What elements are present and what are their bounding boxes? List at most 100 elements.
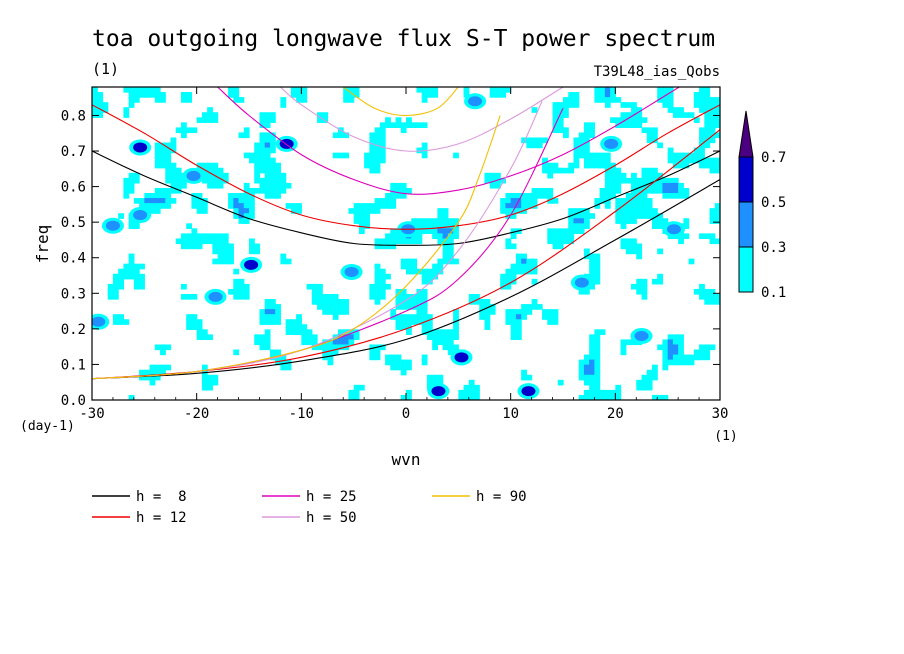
field-cell: [568, 167, 575, 174]
field-cell: [123, 87, 130, 93]
field-cell: [112, 319, 119, 325]
field-cell: [542, 314, 548, 320]
field-cell: [542, 193, 548, 199]
field-cell: [453, 319, 459, 325]
field-cell: [264, 172, 271, 179]
y-tick-label: 0.5: [61, 215, 86, 231]
field-cell: [390, 182, 397, 189]
field-cell: [212, 112, 219, 118]
x-axis-unit: (1): [714, 429, 737, 444]
field-cell: [636, 112, 643, 118]
field-cell: [583, 288, 590, 295]
field-cell: [400, 127, 407, 134]
field-cell: [547, 162, 554, 169]
field-cell: [589, 339, 595, 346]
field-cell: [662, 339, 669, 346]
field-cell: [238, 278, 245, 285]
field-cell: [327, 339, 334, 346]
field-cell: [620, 349, 627, 356]
field-peak: [468, 96, 483, 107]
field-cell: [636, 278, 643, 285]
field-cell: [421, 97, 428, 103]
field-cell: [416, 319, 423, 325]
field-cell: [589, 258, 595, 265]
field-cell: [123, 193, 130, 199]
field-cell: [641, 177, 648, 184]
field-cell: [160, 157, 166, 164]
field-cell: [667, 147, 674, 154]
field-cell: [521, 258, 527, 265]
field-cell: [620, 243, 627, 250]
field-cell: [594, 198, 601, 204]
field-cell: [196, 233, 203, 240]
field-cell: [709, 288, 716, 295]
field-cell: [233, 213, 240, 219]
field-cell: [196, 243, 203, 250]
field-cell: [406, 293, 412, 300]
field-cell: [552, 127, 559, 134]
field-cell: [118, 283, 124, 290]
run-label: T39L48_ias_Qobs: [594, 64, 720, 80]
field-cell: [573, 228, 580, 234]
field-cell: [583, 218, 590, 224]
field-cell: [704, 112, 711, 118]
field-cell: [411, 314, 418, 320]
field-cell: [442, 329, 449, 335]
field-cell: [437, 223, 444, 229]
field-cell: [128, 102, 135, 108]
legend: h = 8h = 12h = 25h = 50h = 90: [92, 489, 527, 526]
field-cell: [374, 198, 381, 204]
field-cell: [374, 278, 381, 285]
field-cell: [505, 193, 512, 199]
field-cell: [631, 117, 637, 123]
field-cell: [275, 162, 281, 169]
field-cell: [625, 193, 632, 199]
field-cell: [494, 182, 501, 189]
field-cell: [374, 283, 381, 290]
field-cell: [662, 177, 669, 184]
field-cell: [510, 198, 517, 204]
field-cell: [374, 208, 381, 214]
field-cell: [453, 309, 459, 315]
field-cell: [484, 172, 491, 179]
field-cell: [390, 228, 397, 234]
field-cell: [128, 223, 135, 229]
field-cell: [442, 228, 449, 234]
field-cell: [254, 172, 261, 179]
field-cell: [631, 243, 637, 250]
field-cell: [191, 233, 198, 240]
field-cell: [631, 213, 637, 219]
field-cell: [662, 182, 669, 189]
field-cell: [636, 117, 643, 123]
field-cell: [259, 167, 266, 174]
field-cell: [589, 127, 595, 134]
field-cell: [243, 288, 250, 295]
field-cell: [709, 157, 716, 164]
field-cell: [228, 288, 234, 295]
field-cell: [186, 293, 193, 300]
field-cell: [385, 283, 391, 290]
field-cell: [625, 208, 632, 214]
field-cell: [269, 172, 276, 179]
field-cell: [426, 319, 433, 325]
field-cell: [364, 218, 370, 224]
field-cell: [186, 314, 193, 320]
field-cell: [426, 314, 433, 320]
field-cell: [400, 263, 407, 270]
field-cell: [714, 238, 720, 245]
field-cell: [249, 198, 255, 204]
field-cell: [421, 273, 428, 280]
field-cell: [573, 213, 580, 219]
field-cell: [254, 157, 261, 164]
field-cell: [463, 384, 470, 391]
field-cell: [406, 187, 412, 194]
field-cell: [243, 152, 250, 159]
field-cell: [620, 218, 627, 224]
field-cell: [144, 87, 151, 93]
field-cell: [583, 127, 590, 134]
field-cell: [390, 198, 397, 204]
field-cell: [139, 203, 145, 209]
field-cell: [296, 87, 302, 93]
field-cell: [123, 177, 130, 184]
field-cell: [296, 324, 302, 330]
